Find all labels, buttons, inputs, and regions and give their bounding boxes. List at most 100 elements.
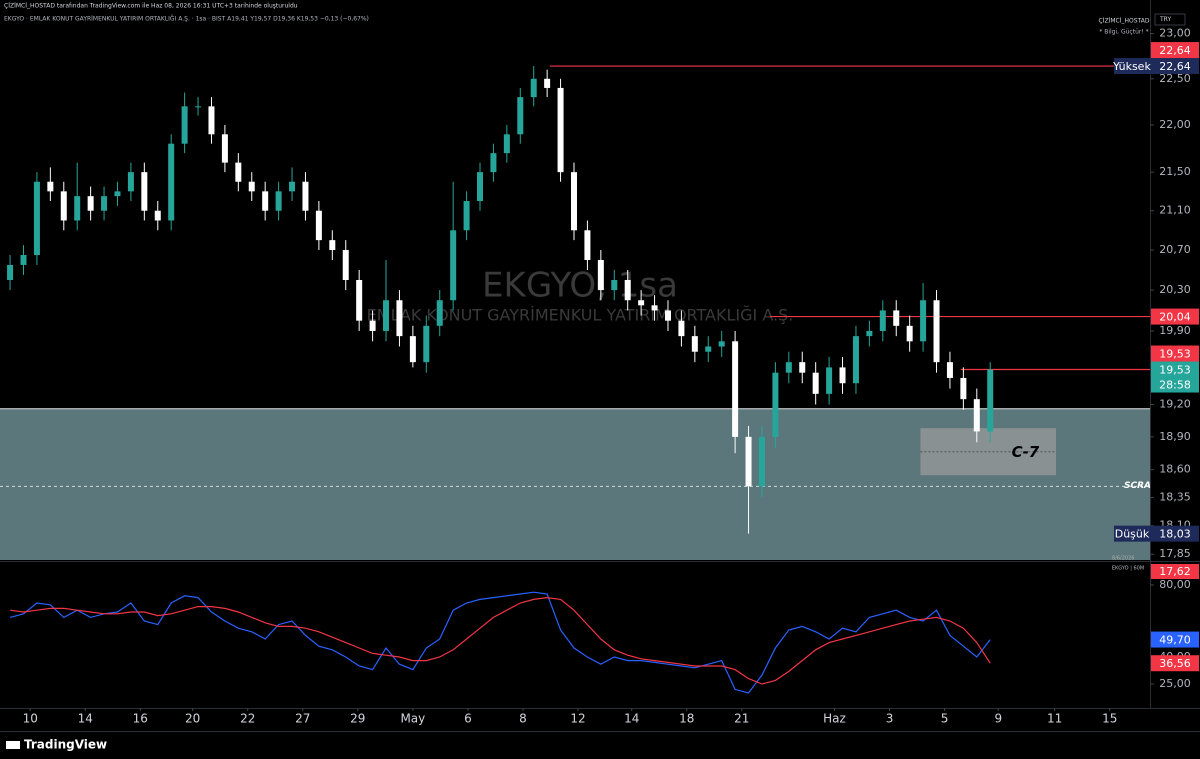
level-box bbox=[1151, 308, 1199, 325]
y-tick-label: 18,90 bbox=[1159, 430, 1191, 443]
candle-body bbox=[718, 341, 725, 347]
credit: ÇİZİMCİ_HOSTAD tarafından TradingView.co… bbox=[4, 3, 298, 10]
candle-body bbox=[101, 196, 108, 211]
y-tick-label: 22,50 bbox=[1159, 72, 1191, 85]
x-tick-label: 9 bbox=[994, 712, 1002, 726]
candle-body bbox=[584, 230, 591, 260]
candle-body bbox=[557, 87, 564, 173]
candle-body bbox=[946, 362, 953, 378]
candle-body bbox=[987, 369, 994, 432]
candle-body bbox=[758, 436, 765, 487]
candle-body bbox=[154, 210, 161, 221]
level-box-text: 19,53 bbox=[1159, 348, 1191, 361]
candle-body bbox=[369, 320, 376, 331]
candle-body bbox=[342, 250, 349, 281]
low-box bbox=[1151, 525, 1199, 542]
last-price-box-text: 19,53 bbox=[1159, 364, 1191, 377]
candle-body bbox=[463, 201, 470, 231]
candle-body bbox=[960, 377, 967, 400]
x-tick-label: 18 bbox=[679, 712, 694, 726]
candle-body bbox=[517, 97, 524, 135]
level-box bbox=[1151, 42, 1199, 59]
osc-y-tick-label: 25,00 bbox=[1159, 677, 1191, 690]
y-tick-label: 21,10 bbox=[1159, 204, 1191, 217]
osc-value-box bbox=[1151, 631, 1199, 648]
currency[interactable]: TRY bbox=[1159, 16, 1171, 23]
candle-body bbox=[329, 240, 336, 251]
y-tick-label: 21,50 bbox=[1159, 165, 1191, 178]
x-tick-label: 22 bbox=[240, 712, 255, 726]
osc-value-box bbox=[1151, 655, 1199, 672]
candle-body bbox=[114, 191, 121, 197]
candle-body bbox=[933, 300, 940, 363]
candle-body bbox=[799, 362, 806, 373]
oscillator-line bbox=[9, 591, 991, 694]
y-tick-label: 20,70 bbox=[1159, 243, 1191, 256]
osc-value-text: 36,56 bbox=[1159, 657, 1191, 670]
candle-body bbox=[7, 264, 14, 281]
x-tick-label: 21 bbox=[734, 712, 749, 726]
candle-body bbox=[490, 153, 497, 173]
osc-badge bbox=[1151, 564, 1199, 579]
candle-body bbox=[611, 280, 618, 291]
candle-body bbox=[450, 230, 457, 301]
author-motto: * Bilgi, Güçtür! * bbox=[1099, 29, 1148, 36]
countdown-box bbox=[1151, 377, 1199, 393]
candle-body bbox=[920, 300, 927, 342]
countdown: 28:58 bbox=[1159, 379, 1191, 392]
level-box bbox=[1151, 345, 1199, 362]
candle-body bbox=[866, 330, 873, 337]
candle-body bbox=[436, 300, 443, 326]
candle-body bbox=[785, 362, 792, 373]
osc-y-tick-label: 80,00 bbox=[1159, 578, 1191, 591]
candle-body bbox=[141, 172, 148, 211]
x-tick-label: 14 bbox=[624, 712, 639, 726]
x-tick-label: 14 bbox=[78, 712, 93, 726]
y-tick-label: 19,20 bbox=[1159, 398, 1191, 411]
candle-body bbox=[423, 325, 430, 363]
x-tick-label: 8 bbox=[519, 712, 527, 726]
candle-body bbox=[839, 367, 846, 384]
candle-body bbox=[732, 341, 739, 437]
c7-label: C-7 bbox=[1012, 443, 1040, 461]
low-name-box bbox=[1114, 525, 1151, 542]
x-tick-label: 20 bbox=[185, 712, 200, 726]
osc-title: EKGYO | 60M bbox=[1112, 566, 1144, 572]
candle-body bbox=[544, 78, 551, 88]
watermark-symbol: EKGYO, 1sa bbox=[482, 266, 678, 306]
candle-body bbox=[638, 300, 645, 306]
candle-body bbox=[624, 280, 631, 301]
y-tick-label: 18,35 bbox=[1159, 491, 1191, 504]
candle-body bbox=[530, 78, 537, 98]
level-box-text: 20,04 bbox=[1159, 311, 1191, 324]
candle-body bbox=[87, 196, 94, 211]
high-name: Yüksek bbox=[1112, 60, 1151, 73]
x-tick-label: Haz bbox=[823, 712, 846, 726]
candle-body bbox=[47, 181, 54, 192]
candle-body bbox=[678, 320, 685, 337]
candle-body bbox=[906, 325, 913, 342]
y-tick-label: 23,00 bbox=[1159, 27, 1191, 40]
x-tick-label: 10 bbox=[23, 712, 38, 726]
x-tick-label: 16 bbox=[133, 712, 148, 726]
x-tick-label: 6 bbox=[464, 712, 472, 726]
y-tick-label: 19,90 bbox=[1159, 324, 1191, 337]
candle-body bbox=[195, 106, 202, 108]
candle-body bbox=[20, 254, 27, 265]
y-tick-label: 20,30 bbox=[1159, 283, 1191, 296]
x-tick-label: 12 bbox=[570, 712, 585, 726]
y-tick-label: 22,00 bbox=[1159, 118, 1191, 131]
watermark-name: EMLAK KONUT GAYRİMENKUL YATIRIM ORTAKLIĞ… bbox=[367, 306, 794, 325]
high-name-box bbox=[1114, 58, 1151, 75]
candle-body bbox=[208, 106, 215, 135]
candle-body bbox=[315, 210, 322, 241]
low-box-text: 18,03 bbox=[1159, 528, 1191, 541]
low-name: Düşük bbox=[1115, 528, 1150, 541]
oscillator-line bbox=[10, 596, 991, 685]
candle-body bbox=[973, 399, 980, 432]
currency-box[interactable] bbox=[1154, 13, 1186, 26]
x-tick-label: 11 bbox=[1047, 712, 1062, 726]
x-tick-label: 15 bbox=[1102, 712, 1117, 726]
